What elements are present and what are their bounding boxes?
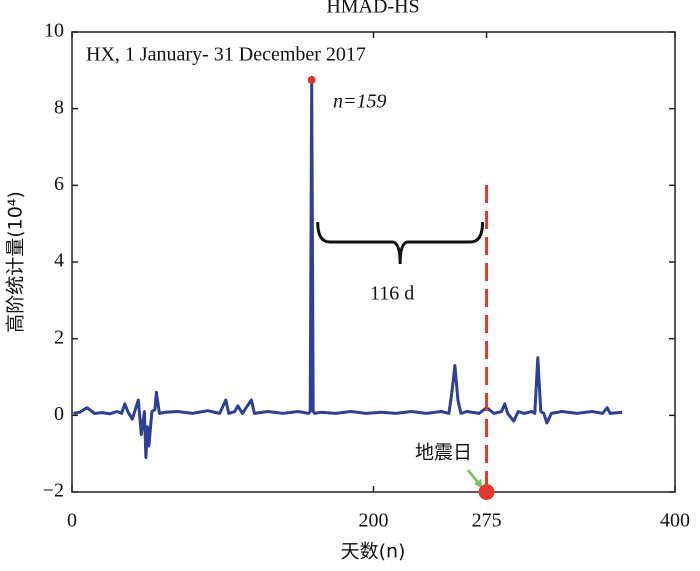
line-series	[73, 78, 623, 459]
y-tick-label: 0	[54, 403, 64, 425]
annotation: HX, 1 January- 31 December 2017	[86, 44, 366, 66]
y-tick-label: 8	[54, 96, 64, 118]
y-axis-label: 高阶统计量(10⁴)	[5, 191, 27, 333]
brace	[316, 221, 485, 265]
y-tick-label: 2	[54, 326, 64, 348]
arrow-head	[474, 479, 483, 489]
annotation: n=159	[333, 91, 387, 113]
x-tick-label: 200	[359, 510, 389, 532]
x-tick-label: 400	[660, 510, 690, 532]
x-axis-label: 天数(n)	[341, 541, 406, 563]
y-tick-label: −2	[43, 480, 64, 502]
event-marker	[478, 484, 495, 500]
annotation: 地震日	[415, 442, 472, 464]
chart-title: HMAD-HS	[326, 0, 419, 18]
x-tick-label: 275	[472, 510, 502, 532]
y-tick-label: 4	[54, 250, 64, 272]
annotation: 116 d	[370, 283, 414, 305]
y-tick-label: 10	[44, 20, 64, 42]
x-tick-label: 0	[67, 510, 77, 532]
y-tick-label: 6	[54, 173, 64, 195]
peak-marker	[307, 75, 316, 84]
